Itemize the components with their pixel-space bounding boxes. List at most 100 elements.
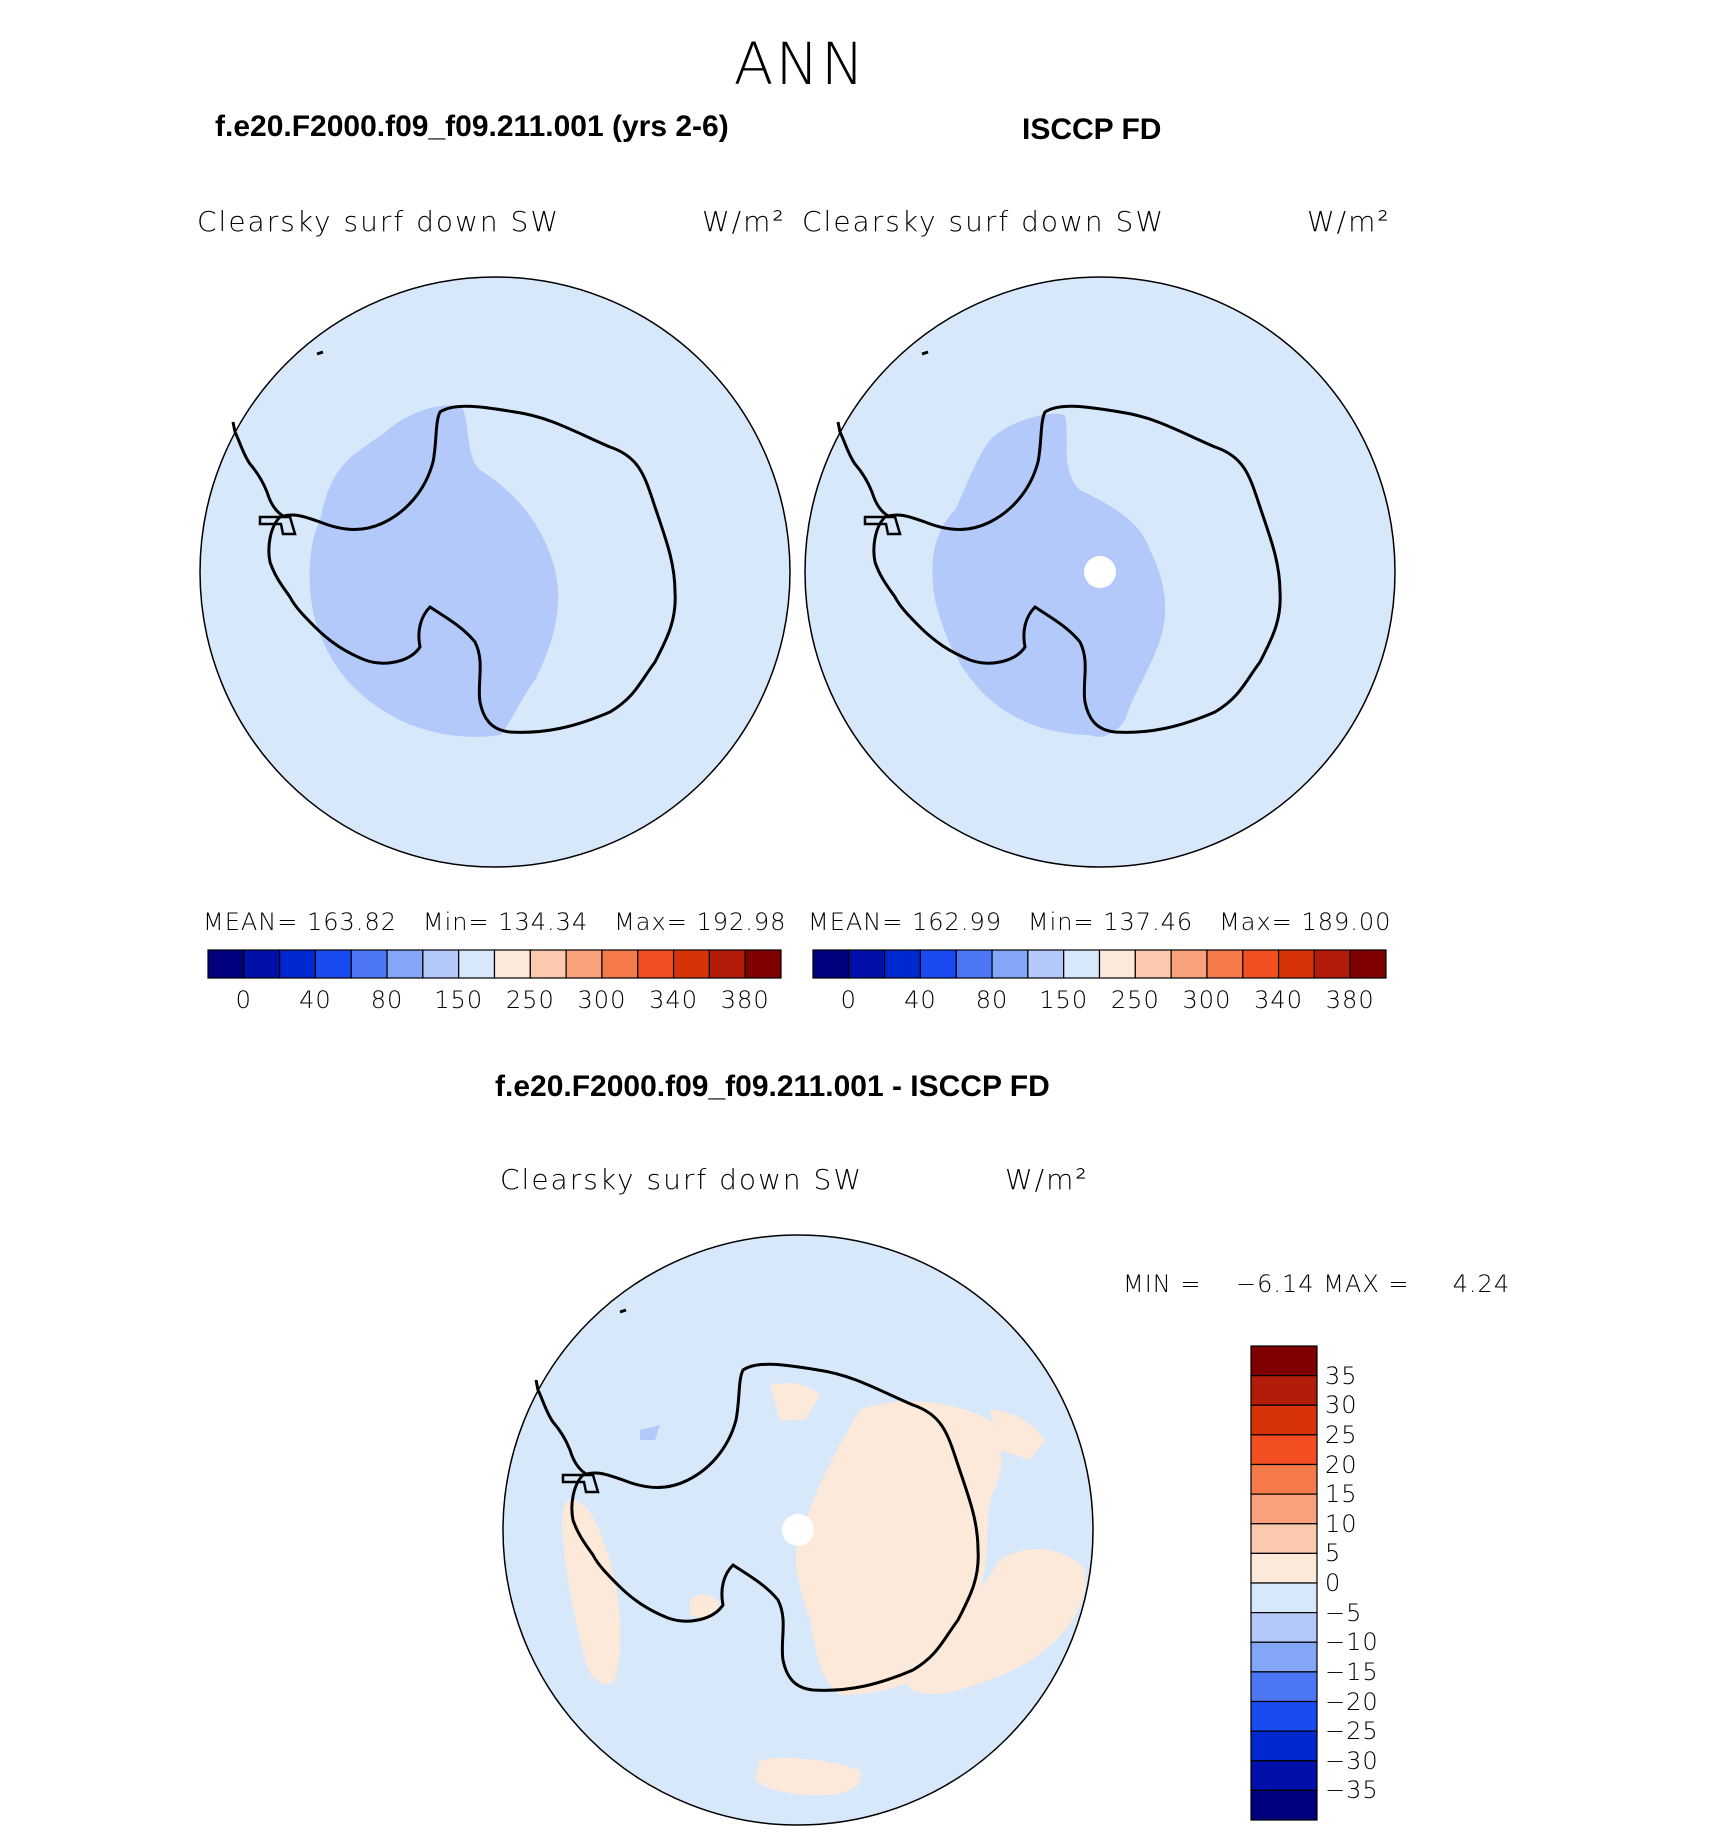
colorbar-tick-label: −25 <box>1325 1717 1379 1746</box>
page-title: ANN <box>733 30 867 98</box>
colorbar-swatch <box>1250 1404 1318 1436</box>
colorbar-swatch <box>1027 949 1065 979</box>
diff-var-label: Clearsky surf down SW <box>500 1163 864 1196</box>
colorbar-panel2 <box>812 949 1387 979</box>
colorbar-swatch <box>350 949 388 979</box>
diff-max: 4.24 <box>1452 1270 1511 1298</box>
diff-stats: MIN = −6.14 MAX = 4.24 <box>1123 1270 1510 1298</box>
colorbar-swatch <box>1250 1700 1318 1732</box>
colorbar-swatch <box>1277 949 1315 979</box>
colorbar-swatch <box>991 949 1029 979</box>
diff-min: −6.14 <box>1236 1270 1315 1298</box>
colorbar-tick-label: 10 <box>1325 1509 1358 1538</box>
colorbar-tick-label: 150 <box>1039 986 1089 1014</box>
colorbar-swatch <box>1349 949 1387 979</box>
colorbar-swatch <box>1250 1523 1318 1554</box>
panel1-mean: 163.82 <box>307 908 397 936</box>
colorbar-tick-label: −30 <box>1325 1746 1379 1775</box>
diff-title: f.e20.F2000.f09_f09.211.001 - ISCCP FD <box>495 1070 1050 1103</box>
colorbar-swatch <box>1250 1493 1318 1525</box>
colorbar-tick-label: −15 <box>1325 1657 1379 1686</box>
colorbar-swatch <box>1170 949 1208 979</box>
colorbar-tick-label: 40 <box>904 986 937 1014</box>
colorbar-swatch <box>1250 1582 1318 1614</box>
panel1-units: W/m² <box>702 205 786 238</box>
diff-max-label: MAX = <box>1323 1270 1410 1298</box>
panel1-min: 134.34 <box>498 908 589 936</box>
colorbar-diff <box>1250 1345 1318 1821</box>
colorbar-swatch <box>1250 1789 1318 1821</box>
colorbar-tick-label: 15 <box>1325 1480 1358 1509</box>
colorbar-swatch <box>601 949 639 979</box>
colorbar-tick-label: 40 <box>299 986 332 1014</box>
colorbar-panel1 <box>207 949 782 979</box>
colorbar-swatch <box>1250 1641 1318 1673</box>
panel2-mean-label: MEAN= <box>808 908 904 936</box>
colorbar-tick-label: 340 <box>1254 986 1303 1014</box>
colorbar-tick-label: 300 <box>1182 986 1232 1014</box>
colorbar-tick-label: −5 <box>1325 1598 1363 1627</box>
colorbar-swatch <box>1098 949 1136 979</box>
diff-min-label: MIN = <box>1123 1270 1202 1298</box>
colorbar-swatch <box>458 949 496 979</box>
colorbar-swatch <box>1206 949 1244 979</box>
colorbar-tick-label: 0 <box>1325 1569 1342 1597</box>
panel2-units: W/m² <box>1307 205 1391 238</box>
colorbar-swatch <box>1250 1345 1318 1377</box>
colorbar-swatch <box>955 949 993 979</box>
colorbar-tick-label: 80 <box>370 986 404 1014</box>
panel2-var-label: Clearsky surf down SW <box>802 205 1166 238</box>
colorbar-tick-label: −10 <box>1325 1628 1379 1657</box>
panel1-title: f.e20.F2000.f09_f09.211.001 (yrs 2-6) <box>215 110 729 143</box>
colorbar-swatch <box>1250 1730 1318 1762</box>
colorbar-tick-label: −35 <box>1325 1776 1379 1805</box>
colorbar-tick-label: 35 <box>1325 1361 1358 1390</box>
colorbar-swatch <box>884 949 922 979</box>
map-panel1 <box>199 276 791 868</box>
colorbar-swatch <box>812 949 850 979</box>
colorbar-swatch <box>1313 949 1351 979</box>
colorbar-tick-label: 5 <box>1325 1539 1342 1568</box>
panel2-min: 137.46 <box>1103 908 1194 936</box>
panel2-max-label: Max= <box>1219 908 1293 936</box>
panel1-min-label: Min= <box>422 908 490 936</box>
colorbar-tick-label: −20 <box>1325 1687 1379 1716</box>
colorbar-swatch <box>1242 949 1280 979</box>
colorbar-tick-label: 30 <box>1325 1391 1358 1420</box>
colorbar-tick-label: 300 <box>577 986 627 1014</box>
colorbar-tick-label: 0 <box>235 986 252 1014</box>
panel2-stats: MEAN= 162.99 Min= 137.46 Max= 189.00 <box>808 908 1391 936</box>
panel1-stats: MEAN= 163.82 Min= 134.34 Max= 192.98 <box>203 908 786 936</box>
panel2-title: ISCCP FD <box>1022 113 1162 146</box>
colorbar-swatch <box>386 949 424 979</box>
panel1-mean-label: MEAN= <box>203 908 299 936</box>
colorbar-tick-label: 340 <box>649 986 698 1014</box>
colorbar-tick-label: 25 <box>1325 1420 1358 1449</box>
colorbar-swatch <box>848 949 886 979</box>
colorbar-tick-label: 80 <box>975 986 1009 1014</box>
colorbar-swatch <box>1063 949 1101 979</box>
colorbar-swatch <box>1250 1552 1318 1584</box>
colorbar-swatch <box>422 949 460 979</box>
map-diff <box>502 1234 1094 1826</box>
diff-units: W/m² <box>1005 1163 1089 1196</box>
colorbar-swatch <box>672 949 710 979</box>
colorbar-tick-label: 250 <box>1110 986 1160 1014</box>
panel1-max-label: Max= <box>614 908 688 936</box>
panel2-min-label: Min= <box>1027 908 1095 936</box>
colorbar-tick-label: 380 <box>1325 986 1375 1014</box>
colorbar-swatch <box>279 949 317 979</box>
colorbar-tick-label: 0 <box>840 986 857 1014</box>
map-panel2 <box>804 276 1396 868</box>
colorbar-swatch <box>1134 949 1172 979</box>
colorbar-swatch <box>493 949 531 979</box>
colorbar-swatch <box>1250 1612 1318 1643</box>
colorbar-swatch <box>243 949 281 979</box>
colorbar-tick-label: 150 <box>434 986 484 1014</box>
panel1-var-label: Clearsky surf down SW <box>197 205 561 238</box>
colorbar-swatch <box>1250 1760 1318 1791</box>
colorbar-swatch <box>207 949 245 979</box>
panel2-max: 189.00 <box>1301 908 1392 936</box>
panel1-max: 192.98 <box>696 908 787 936</box>
colorbar-swatch <box>1250 1434 1318 1466</box>
